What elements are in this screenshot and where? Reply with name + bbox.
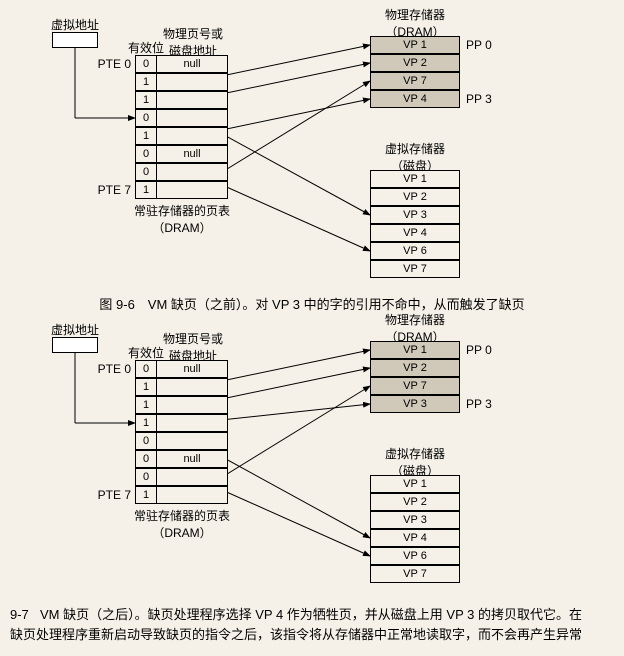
disk-page: VP 7 <box>370 260 460 278</box>
pte-addr: null <box>156 145 228 163</box>
pte-addr: null <box>156 360 228 378</box>
text-label: 虚拟地址 <box>51 16 99 33</box>
dram-page: VP 7 <box>370 377 460 395</box>
text-label: 物理存储器（DRAM） <box>385 6 445 40</box>
pte-addr <box>156 378 228 396</box>
disk-page: VP 6 <box>370 242 460 260</box>
text-label: PP 3 <box>466 397 492 411</box>
disk-page: VP 7 <box>370 565 460 583</box>
figure-caption: 图 9-6 VM 缺页（之前）。对 VP 3 中的字的引用不命中，从而触发了缺页 <box>0 295 624 315</box>
text-label: 虚拟存储器（磁盘） <box>385 140 445 174</box>
disk-page: VP 4 <box>370 529 460 547</box>
pte-addr <box>156 109 228 127</box>
text-label: 物理页号或磁盘地址 <box>163 25 223 59</box>
pte-addr <box>156 127 228 145</box>
text-label: 有效位 <box>128 39 164 56</box>
arrow-layer <box>0 315 624 595</box>
arrow-layer <box>0 10 624 290</box>
disk-page: VP 2 <box>370 188 460 206</box>
pte-valid-bit: 0 <box>135 55 157 73</box>
pte-addr <box>156 432 228 450</box>
text-label: PTE 7 <box>98 488 131 502</box>
virtual-address-box <box>52 337 98 353</box>
text-label: 常驻存储器的页表（DRAM） <box>134 507 230 541</box>
pte-addr <box>156 163 228 181</box>
figure-caption: 9-7VM 缺页（之后）。缺页处理程序选择 VP 4 作为牺牲页，并从磁盘上用 … <box>0 600 624 647</box>
text-label: 虚拟存储器（磁盘） <box>385 445 445 479</box>
pte-addr: null <box>156 450 228 468</box>
disk-page: VP 3 <box>370 511 460 529</box>
text-label: 物理页号或磁盘地址 <box>163 330 223 364</box>
dram-page: VP 1 <box>370 36 460 54</box>
pte-valid-bit: 1 <box>135 414 157 432</box>
pte-addr <box>156 468 228 486</box>
pte-valid-bit: 1 <box>135 91 157 109</box>
text-label: 虚拟地址 <box>51 321 99 338</box>
dram-page: VP 2 <box>370 359 460 377</box>
pte-valid-bit: 0 <box>135 468 157 486</box>
disk-page: VP 6 <box>370 547 460 565</box>
vm-diagram: 虚拟地址有效位物理页号或磁盘地址0null11100null01PTE 0PTE… <box>0 315 624 595</box>
dram-page: VP 1 <box>370 341 460 359</box>
text-label: PP 0 <box>466 343 492 357</box>
disk-page: VP 2 <box>370 493 460 511</box>
text-label: PTE 0 <box>98 57 131 71</box>
pte-addr: null <box>156 55 228 73</box>
pte-valid-bit: 0 <box>135 109 157 127</box>
pte-valid-bit: 0 <box>135 360 157 378</box>
pte-addr <box>156 486 228 504</box>
pte-addr <box>156 181 228 199</box>
pte-valid-bit: 0 <box>135 450 157 468</box>
text-label: 有效位 <box>128 344 164 361</box>
pte-valid-bit: 1 <box>135 127 157 145</box>
pte-addr <box>156 396 228 414</box>
disk-page: VP 4 <box>370 224 460 242</box>
pte-valid-bit: 1 <box>135 378 157 396</box>
text-label: PP 0 <box>466 38 492 52</box>
pte-addr <box>156 414 228 432</box>
dram-page: VP 4 <box>370 90 460 108</box>
text-label: 物理存储器（DRAM） <box>385 311 445 345</box>
pte-valid-bit: 1 <box>135 181 157 199</box>
pte-valid-bit: 1 <box>135 73 157 91</box>
text-label: 常驻存储器的页表（DRAM） <box>134 202 230 236</box>
dram-page: VP 7 <box>370 72 460 90</box>
disk-page: VP 3 <box>370 206 460 224</box>
dram-page: VP 2 <box>370 54 460 72</box>
pte-valid-bit: 1 <box>135 396 157 414</box>
pte-valid-bit: 0 <box>135 163 157 181</box>
disk-page: VP 1 <box>370 170 460 188</box>
vm-diagram: 虚拟地址有效位物理页号或磁盘地址0null11010null01PTE 0PTE… <box>0 10 624 290</box>
pte-valid-bit: 0 <box>135 432 157 450</box>
virtual-address-box <box>52 32 98 48</box>
text-label: PP 3 <box>466 92 492 106</box>
disk-page: VP 1 <box>370 475 460 493</box>
text-label: PTE 0 <box>98 362 131 376</box>
pte-addr <box>156 73 228 91</box>
pte-addr <box>156 91 228 109</box>
dram-page: VP 3 <box>370 395 460 413</box>
text-label: PTE 7 <box>98 183 131 197</box>
pte-valid-bit: 1 <box>135 486 157 504</box>
pte-valid-bit: 0 <box>135 145 157 163</box>
